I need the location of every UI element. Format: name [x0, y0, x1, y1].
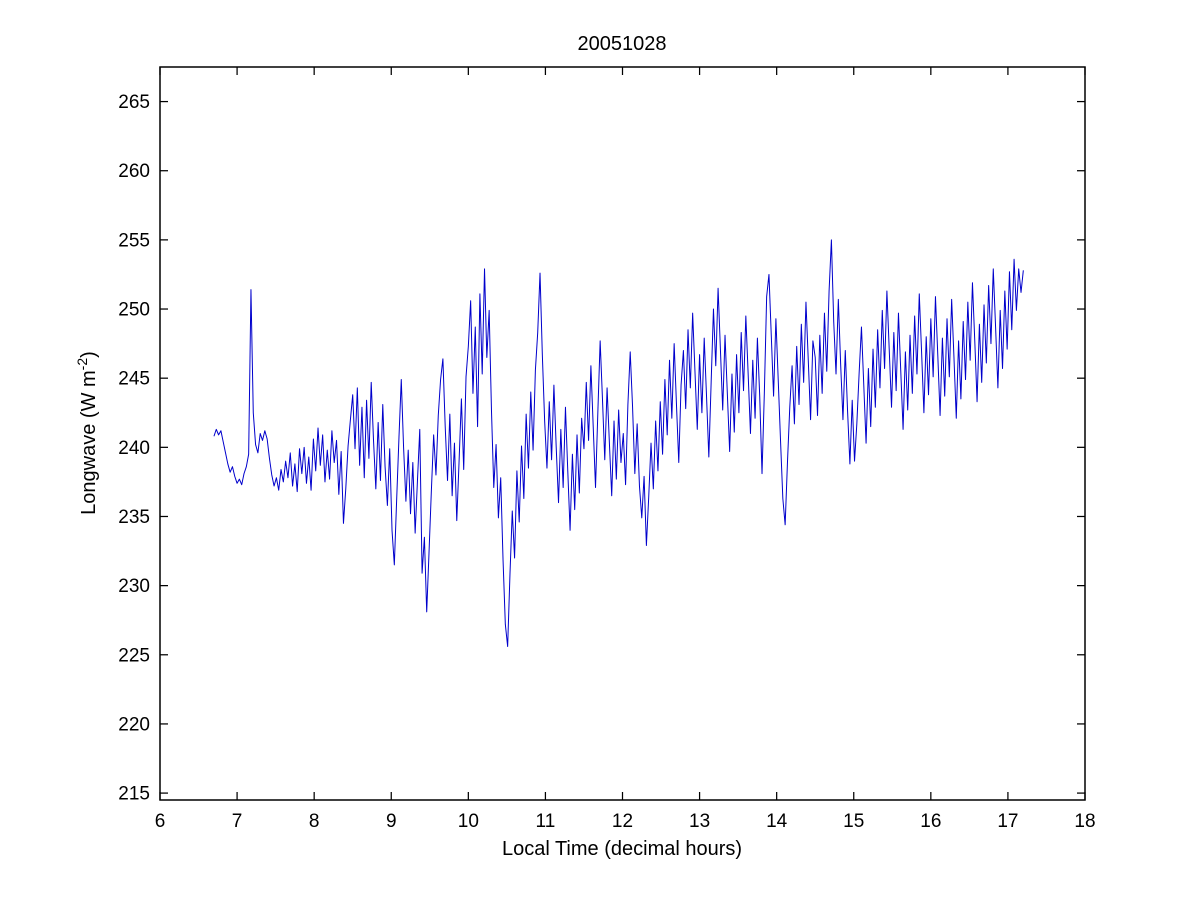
y-tick-label: 250: [118, 300, 150, 321]
x-tick-label: 6: [155, 811, 166, 832]
y-tick-label: 255: [118, 230, 150, 251]
axis-ticks: [159, 67, 1086, 800]
x-tick-label: 14: [766, 811, 788, 832]
x-tick-label: 15: [843, 811, 864, 832]
y-tick-label: 220: [118, 714, 150, 735]
y-tick-label: 245: [118, 369, 150, 390]
y-tick-label: 215: [118, 784, 150, 805]
axes-box: [159, 66, 1086, 801]
y-axis-label-prefix: Longwave (W m: [78, 370, 100, 515]
y-tick-label: 225: [118, 645, 150, 666]
y-tick-label: 230: [118, 576, 150, 597]
x-tick-label: 11: [536, 811, 556, 832]
x-tick-label: 10: [458, 811, 479, 832]
y-axis-label-suffix: ): [78, 351, 100, 358]
y-axis-label: Longwave (W m-2): [74, 351, 100, 515]
axis-tick-labels: 6 7 8 9 10 11 12 13 14 15 16 17 18 215 220 225 230 235 240…: [118, 92, 1095, 832]
x-tick-label: 9: [386, 811, 397, 832]
x-tick-label: 7: [232, 811, 243, 832]
x-axis-label: Local Time (decimal hours): [502, 838, 742, 860]
longwave-series-line: [213, 239, 1024, 647]
y-tick-label: 240: [118, 438, 150, 459]
y-axis-label-superscript: -2: [74, 358, 90, 371]
y-tick-label: 260: [118, 161, 150, 182]
x-tick-label: 8: [309, 811, 320, 832]
x-tick-label: 16: [920, 811, 941, 832]
y-tick-label: 265: [118, 92, 150, 113]
x-tick-label: 13: [689, 811, 710, 832]
plot-title: 20051028: [578, 33, 667, 55]
x-tick-label: 12: [612, 811, 633, 832]
y-tick-label: 235: [118, 507, 150, 528]
x-tick-label: 18: [1074, 811, 1095, 832]
x-tick-label: 17: [997, 811, 1018, 832]
data-series: [213, 239, 1024, 647]
